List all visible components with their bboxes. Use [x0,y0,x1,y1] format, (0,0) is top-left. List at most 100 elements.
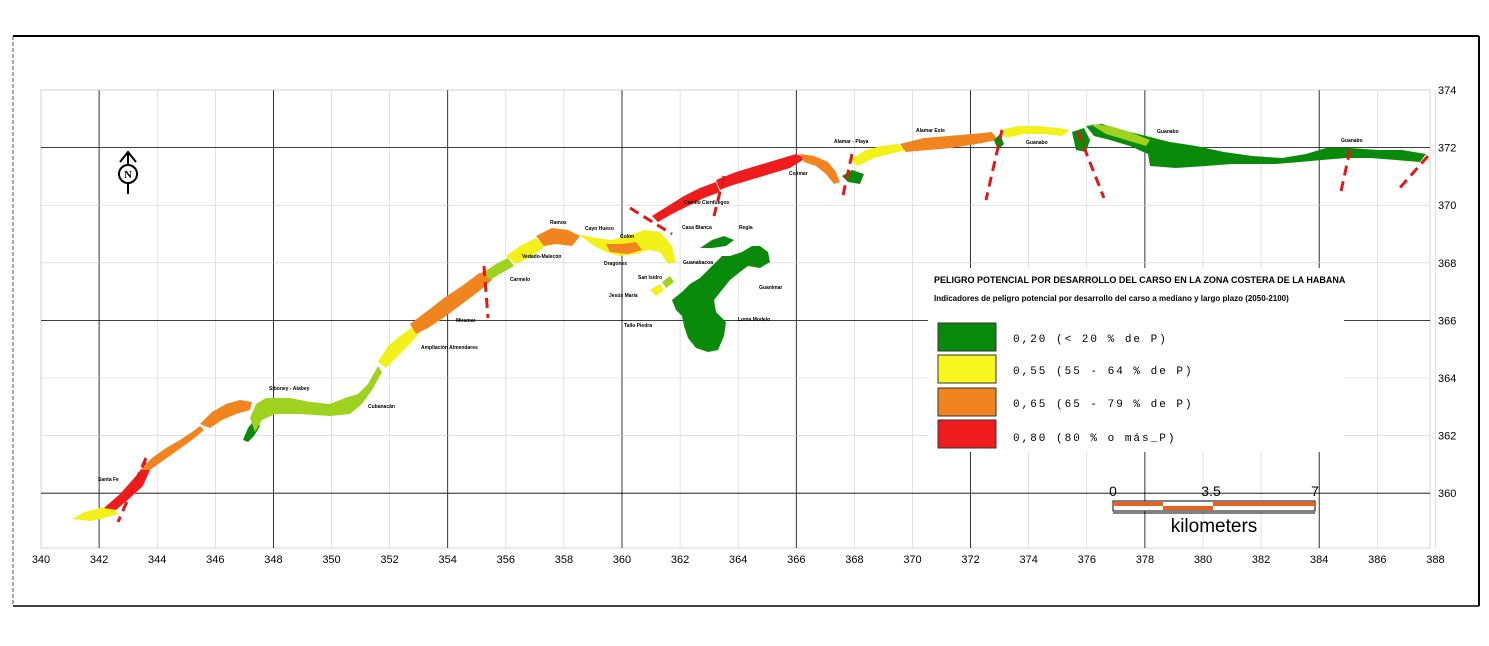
y-tick-label: 370 [1438,200,1456,212]
zone-siboney-green [250,366,382,432]
place-label: Tallo Piedra [624,323,652,329]
zone-camilo-red-2 [716,154,806,190]
place-label: Alamar Este [916,128,945,134]
zone-ramos-orange [536,228,580,246]
y-tick-label: 372 [1438,143,1456,155]
zone-carmelo-green [484,258,514,280]
north-arrow-icon: N [118,150,138,194]
grid-coordinate-labels: 340 342 344 346 348 350 352 354 356 358 360 362 364 3… [32,85,1457,566]
y-tick-label: 374 [1438,85,1456,97]
x-tick-label: 352 [380,554,398,566]
legend-title: PELIGRO POTENCIAL POR DESARROLLO DEL CAR… [934,275,1346,285]
place-label: Miramar [456,318,476,324]
zone-west-orange-2 [200,400,252,428]
legend-swatch-2 [937,387,997,417]
x-tick-label: 374 [1020,554,1038,566]
scale-seg [1213,502,1315,506]
scale-bar: 0 3.5 7 kilometers [1109,483,1319,537]
x-tick-label: 358 [555,554,573,566]
fault-line-9 [1396,155,1430,191]
legend-swatch-3 [937,419,997,449]
zone-old-havana-orange [606,242,642,254]
place-label: Guanabo [1157,129,1179,135]
x-tick-label: 350 [322,554,340,566]
x-tick-label: 356 [497,554,515,566]
x-tick-label: 378 [1136,554,1154,566]
fault-line-8 [1338,149,1352,197]
y-tick-label: 366 [1438,315,1456,327]
legend-label-3: 0,80 (80 % o más_P) [1013,433,1176,445]
zone-alamar-green-small [842,170,864,184]
scale-label-mid: 3.5 [1201,483,1221,499]
place-label: Casa Blanca [682,225,712,231]
place-label: Cojímar [789,171,808,177]
place-label: Ampliación Almendares [421,345,478,351]
zone-alamar-orange [900,132,998,152]
legend-subtitle: Indicadores de peligro potencial por des… [934,294,1289,303]
zone-santa-fe-yellow [72,506,118,521]
x-tick-label: 362 [671,554,689,566]
place-label: Loma Modelo [738,317,770,323]
legend-label-0: 0,20 (< 20 % de P) [1013,334,1168,346]
y-tick-label: 360 [1438,488,1456,500]
x-tick-label: 372 [961,554,979,566]
x-tick-label: 368 [845,554,863,566]
place-labels: Santa Fe Siboney - Atabey Cubanacán Ampl… [98,128,1363,483]
place-label: San Isidro [638,275,662,281]
x-tick-label: 384 [1310,554,1328,566]
place-label: Guanabo [1341,138,1363,144]
x-tick-label: 382 [1252,554,1270,566]
place-label: Dragones [604,261,627,267]
zone-east-lightgreen [1090,124,1150,146]
zone-ampliacion-yellow [378,326,420,368]
north-letter: N [124,169,132,181]
place-label: Vedado-Malecón [522,254,561,260]
zone-san-isidro-yellow [650,284,664,296]
zone-cojimar-orange [800,154,840,184]
fault-line-3 [629,206,673,236]
zone-alamar-yellow [850,144,906,166]
legend-label-1: 0,55 (55 - 64 % de P) [1013,366,1194,378]
x-tick-label: 344 [148,554,166,566]
place-label: Santa Fe [98,477,119,483]
fault-line-1 [116,457,148,523]
x-tick-label: 348 [264,554,282,566]
zone-guanabo-yellow [1000,126,1070,138]
zone-east-green [1086,124,1426,168]
zone-vedado-yellow [506,238,546,264]
x-tick-label: 380 [1194,554,1212,566]
zone-camilo-red-1 [652,182,720,222]
x-tick-label: 354 [439,554,457,566]
scale-label-max: 7 [1311,483,1319,499]
legend-swatch-1 [937,354,997,384]
place-label: Ramos [550,220,567,226]
place-label: Carmelo [510,277,530,283]
place-label: Guanimar [759,285,782,291]
legend-swatch-0 [937,322,997,352]
place-label: Siboney - Atabey [269,386,310,392]
fault-line-4 [712,175,726,217]
x-tick-label: 364 [729,554,747,566]
x-tick-label: 340 [32,554,50,566]
zone-san-isidro-green [662,276,674,288]
x-tick-label: 370 [903,554,921,566]
fault-line-7 [1076,131,1106,199]
scale-seg [1113,502,1163,506]
place-label: Camilo Cienfuegos [684,200,730,206]
place-label: Cayo Hueso [585,226,614,232]
place-label: Guanabo [1026,140,1048,146]
fault-line-2 [482,265,490,319]
y-tick-label: 362 [1438,431,1456,443]
place-label: Guanabacoa [683,260,713,266]
legend-background [928,268,1344,452]
fault-lines [116,129,1430,523]
fault-line-6 [984,129,1004,201]
y-tick-label: 368 [1438,258,1456,270]
place-label: Regla [739,225,753,231]
scale-unit: kilometers [1171,516,1258,537]
y-tick-label: 364 [1438,373,1456,385]
zone-west-orange-1 [140,426,204,470]
legend-label-2: 0,65 (65 - 79 % de P) [1013,399,1194,411]
x-tick-label: 386 [1368,554,1386,566]
